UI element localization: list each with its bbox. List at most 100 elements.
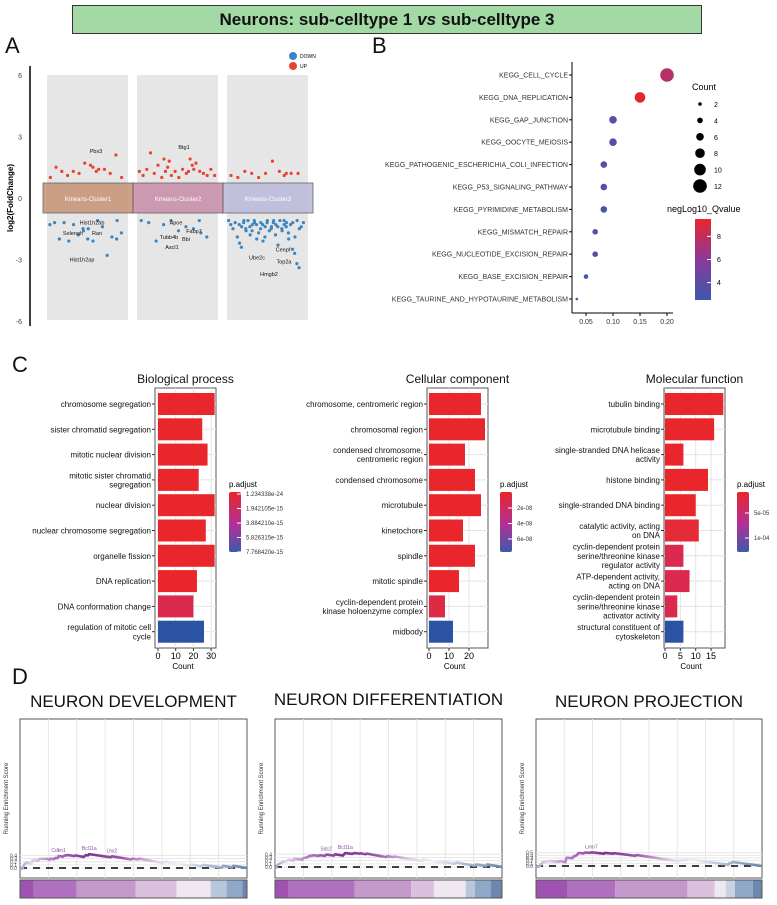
up-gene-dot <box>229 173 233 178</box>
up-gene-dot <box>83 161 87 165</box>
category-label: nuclear chromosome segregation <box>32 527 151 536</box>
down-gene-dot <box>295 262 299 266</box>
down-gene-dot <box>242 221 246 225</box>
bar <box>429 393 481 415</box>
x-axis-label: Count <box>444 662 466 671</box>
x-tick-label: 0.10 <box>606 319 620 326</box>
gene-label: Tubb4b <box>160 235 178 241</box>
bar <box>665 570 690 593</box>
up-gene-dot <box>114 153 118 157</box>
rank-bar-segment <box>288 880 355 898</box>
bar <box>665 595 678 618</box>
up-gene-dot <box>296 171 300 175</box>
up-gene-dot <box>65 173 70 178</box>
down-gene-dot <box>147 221 151 225</box>
bar <box>158 418 203 441</box>
bar <box>665 393 724 415</box>
size-legend-label: 8 <box>714 151 718 158</box>
panel-label-b: B <box>372 33 387 58</box>
rank-bar-segment <box>433 880 466 898</box>
y-axis-label: log2(FoldChange) <box>6 164 15 232</box>
color-legend-label: 6 <box>717 257 721 264</box>
legend-tick-label: 2e-08 <box>517 506 533 512</box>
x-tick-label: 0 <box>662 651 667 661</box>
gene-label: Pbx3 <box>90 149 103 155</box>
down-gene-dot <box>280 227 284 231</box>
color-legend-label: 8 <box>717 234 721 241</box>
rank-bar-segment <box>20 880 34 898</box>
up-gene-dot <box>169 173 174 178</box>
up-gene-dot <box>243 169 247 173</box>
size-legend-label: 4 <box>714 118 718 125</box>
rank-bar-segment <box>275 880 289 898</box>
down-gene-dot <box>282 223 286 227</box>
bar <box>158 468 199 491</box>
y-tick-label: 0.3 <box>526 856 533 862</box>
up-gene-dot <box>188 157 192 161</box>
gene-label: Ascl1 <box>165 245 178 251</box>
go-bar-chart: Molecular function 0 5 10 15 tubulin binding m… <box>555 372 770 671</box>
down-gene-dot <box>258 227 263 231</box>
y-tick-label: 6 <box>18 73 22 80</box>
down-gene-dot <box>199 231 203 235</box>
legend-title: p.adjust <box>229 480 258 489</box>
down-gene-dot <box>100 225 105 229</box>
down-gene-dot <box>91 239 95 243</box>
rank-bar-border <box>274 879 503 899</box>
term-dot <box>575 297 579 301</box>
bar <box>429 418 485 441</box>
down-gene-dot <box>255 237 259 241</box>
up-gene-dot <box>194 161 198 165</box>
down-gene-dot <box>299 225 303 229</box>
category-label: catalytic activity, acting on DNA <box>579 522 660 540</box>
down-gene-dot <box>169 218 173 223</box>
down-gene-dot <box>81 229 86 233</box>
category-label: sister chromatid segregation <box>51 425 152 434</box>
y-axis-label: Running Enrichment Score <box>520 762 526 834</box>
gene-label: Lmo7 <box>585 844 598 850</box>
bar <box>429 570 459 593</box>
down-gene-dot <box>276 243 280 247</box>
x-tick-label: 0.20 <box>660 319 674 326</box>
chart-title: NEURON DEVELOPMENT <box>30 692 237 711</box>
size-legend-dot <box>698 102 702 106</box>
down-gene-dot <box>295 218 299 223</box>
bar <box>429 468 475 491</box>
category-label: spindle <box>398 552 424 561</box>
legend-tick-label: 6e-08 <box>517 537 533 543</box>
rank-bar-segment <box>411 880 434 898</box>
go-bar-chart: Cellular component 0 10 20 chromosome, centr… <box>306 372 533 671</box>
term-dot <box>609 138 617 146</box>
gene-label: Hist1h2ab <box>80 221 105 227</box>
up-gene-dot <box>145 167 149 171</box>
panel-label-c: C <box>12 352 28 377</box>
up-gene-dot <box>236 175 240 180</box>
bar <box>665 443 684 466</box>
down-gene-dot <box>284 221 289 225</box>
size-legend-dot <box>693 179 707 193</box>
rank-bar-segment <box>210 880 227 898</box>
x-tick-label: 10 <box>444 651 454 661</box>
category-label: mitotic sister chromatid segregation <box>69 471 151 489</box>
down-gene-dot <box>191 227 196 231</box>
rank-bar-segment <box>474 880 491 898</box>
y-axis-label: Running Enrichment Score <box>4 762 10 834</box>
up-gene-dot <box>48 175 52 180</box>
rank-bar-segment <box>135 880 177 898</box>
legend-tick-label: 3.884210e-15 <box>246 521 284 527</box>
category-label: structural constituent of cytoskeleton <box>577 623 660 641</box>
running-enrichment-curve <box>274 851 503 869</box>
legend-title: p.adjust <box>737 480 766 489</box>
rank-bar-segment <box>567 880 616 898</box>
term-dot <box>600 183 608 191</box>
chart-title: NEURON DIFFERENTIATION <box>274 690 503 709</box>
rank-bar-segment <box>465 880 475 898</box>
gene-label: Hist1h2ap <box>70 258 95 264</box>
down-gene-dot <box>293 251 297 255</box>
up-gene-dot <box>54 165 58 169</box>
up-gene-dot <box>77 171 81 175</box>
down-gene-dot <box>235 235 239 239</box>
color-legend-title: negLog10_Qvalue <box>667 204 741 214</box>
rank-bar-segment <box>752 880 762 898</box>
